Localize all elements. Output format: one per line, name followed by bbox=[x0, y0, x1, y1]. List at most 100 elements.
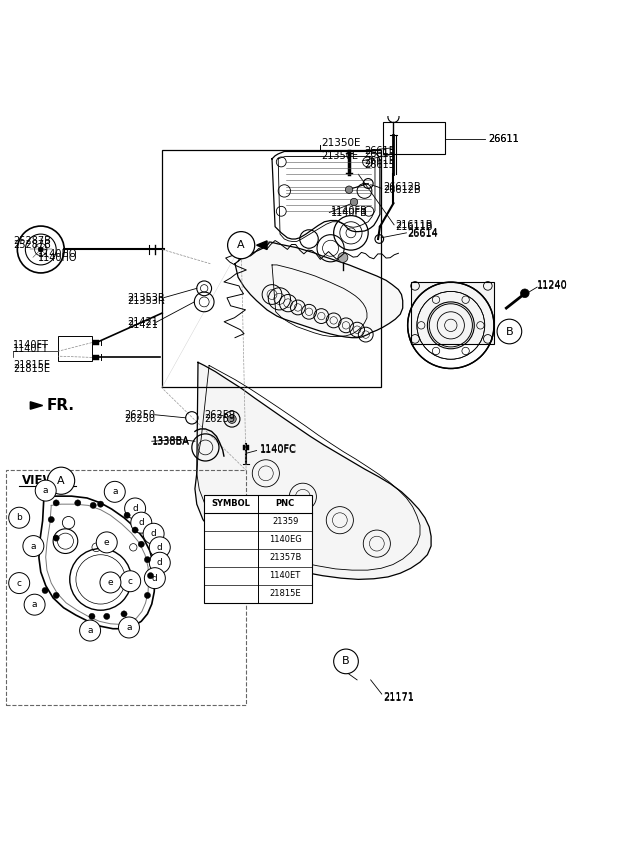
Text: a: a bbox=[126, 623, 132, 632]
Text: 1338BA: 1338BA bbox=[152, 436, 190, 446]
Circle shape bbox=[145, 593, 151, 599]
Circle shape bbox=[121, 611, 127, 617]
Circle shape bbox=[120, 571, 141, 592]
Text: c: c bbox=[128, 577, 133, 586]
Text: e: e bbox=[108, 578, 113, 587]
Circle shape bbox=[345, 186, 353, 193]
Text: a: a bbox=[112, 488, 117, 496]
Text: 1140HO: 1140HO bbox=[38, 253, 77, 263]
Text: 26250: 26250 bbox=[124, 414, 155, 424]
Bar bbox=[163, 149, 381, 387]
Text: 21171: 21171 bbox=[383, 691, 414, 701]
Text: 11240: 11240 bbox=[537, 280, 568, 290]
Text: 26615: 26615 bbox=[365, 156, 396, 165]
Text: 21815E: 21815E bbox=[13, 360, 50, 371]
Text: 1140HO: 1140HO bbox=[38, 249, 77, 259]
Text: 21611B: 21611B bbox=[396, 220, 433, 230]
Circle shape bbox=[104, 613, 110, 620]
Bar bbox=[93, 340, 99, 345]
Text: 26615: 26615 bbox=[365, 146, 396, 156]
Circle shape bbox=[42, 588, 48, 594]
Text: 21353R: 21353R bbox=[127, 293, 165, 303]
Text: 1140FC: 1140FC bbox=[260, 445, 297, 455]
Text: FR.: FR. bbox=[47, 398, 75, 413]
Text: 1140FB: 1140FB bbox=[331, 208, 368, 217]
Bar bbox=[411, 282, 494, 343]
Text: 1140FT: 1140FT bbox=[13, 340, 49, 350]
Text: 26614: 26614 bbox=[408, 228, 438, 237]
Circle shape bbox=[148, 572, 154, 579]
Text: e: e bbox=[229, 589, 234, 599]
Circle shape bbox=[227, 415, 236, 423]
Text: b: b bbox=[16, 513, 22, 522]
Circle shape bbox=[150, 552, 171, 573]
Circle shape bbox=[138, 541, 145, 547]
Text: 26259: 26259 bbox=[204, 414, 235, 424]
Circle shape bbox=[35, 480, 56, 501]
Circle shape bbox=[334, 649, 358, 673]
Circle shape bbox=[96, 532, 117, 553]
Text: 26612B: 26612B bbox=[383, 185, 421, 195]
Circle shape bbox=[89, 613, 95, 620]
Circle shape bbox=[223, 514, 239, 530]
Text: 21611B: 21611B bbox=[396, 221, 433, 232]
Text: VIEW: VIEW bbox=[22, 474, 57, 488]
Circle shape bbox=[520, 289, 529, 298]
Circle shape bbox=[119, 617, 140, 638]
Text: 21815E: 21815E bbox=[269, 589, 301, 599]
Text: 21357B: 21357B bbox=[269, 554, 302, 562]
Text: 26259: 26259 bbox=[204, 410, 235, 420]
Circle shape bbox=[9, 507, 30, 528]
Circle shape bbox=[24, 594, 45, 615]
Circle shape bbox=[106, 546, 111, 551]
Circle shape bbox=[48, 467, 75, 494]
Text: 21421: 21421 bbox=[127, 321, 158, 331]
Circle shape bbox=[131, 512, 152, 533]
Circle shape bbox=[125, 498, 146, 519]
Circle shape bbox=[75, 499, 81, 506]
Text: a: a bbox=[229, 517, 234, 527]
Circle shape bbox=[53, 499, 59, 506]
Circle shape bbox=[350, 198, 358, 206]
Text: 26611: 26611 bbox=[488, 133, 519, 143]
Circle shape bbox=[223, 532, 239, 548]
Text: 21350E: 21350E bbox=[321, 151, 358, 161]
Text: a: a bbox=[32, 600, 37, 609]
Circle shape bbox=[90, 502, 96, 509]
Text: 21815E: 21815E bbox=[13, 364, 50, 373]
Text: 1140FT: 1140FT bbox=[13, 343, 49, 354]
Circle shape bbox=[70, 549, 132, 611]
Bar bbox=[6, 471, 246, 705]
Text: 21421: 21421 bbox=[127, 317, 158, 327]
Text: d: d bbox=[138, 518, 144, 527]
Text: d: d bbox=[132, 504, 138, 513]
Circle shape bbox=[132, 527, 138, 533]
Circle shape bbox=[38, 247, 43, 252]
Text: d: d bbox=[229, 572, 234, 580]
Polygon shape bbox=[235, 242, 403, 338]
Text: 21171: 21171 bbox=[383, 694, 414, 703]
Polygon shape bbox=[256, 241, 267, 249]
Text: 25287B: 25287B bbox=[13, 236, 51, 246]
Circle shape bbox=[145, 567, 166, 589]
Circle shape bbox=[223, 568, 239, 584]
Text: 21359: 21359 bbox=[272, 517, 298, 527]
Text: c: c bbox=[229, 554, 233, 562]
Circle shape bbox=[80, 620, 101, 641]
Text: 26615: 26615 bbox=[365, 149, 396, 159]
Circle shape bbox=[100, 572, 121, 593]
Text: e: e bbox=[104, 538, 109, 547]
Text: SYMBOL: SYMBOL bbox=[212, 499, 250, 509]
Circle shape bbox=[53, 593, 59, 599]
Circle shape bbox=[227, 232, 255, 259]
Text: A: A bbox=[57, 476, 65, 486]
Circle shape bbox=[48, 516, 54, 522]
Circle shape bbox=[338, 253, 348, 262]
Text: B: B bbox=[342, 656, 350, 667]
Polygon shape bbox=[195, 362, 431, 579]
Text: 1140FC: 1140FC bbox=[260, 444, 297, 454]
Bar bbox=[383, 122, 445, 154]
Circle shape bbox=[62, 516, 75, 529]
Circle shape bbox=[98, 501, 104, 507]
Circle shape bbox=[104, 482, 125, 502]
